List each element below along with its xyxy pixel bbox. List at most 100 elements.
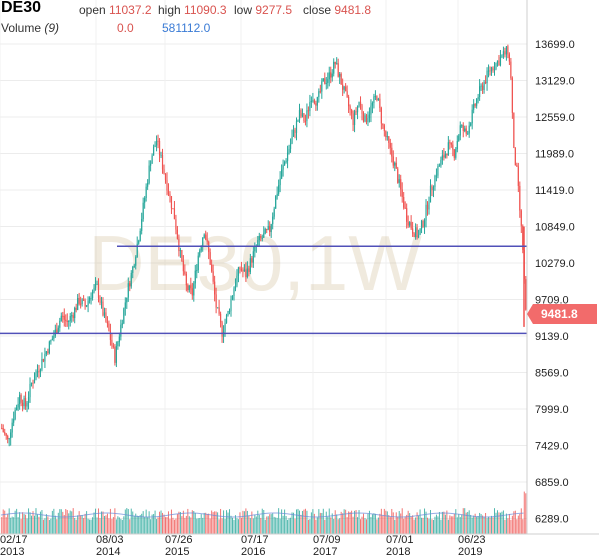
volume-bar	[383, 508, 385, 534]
volume-bar	[456, 517, 458, 534]
symbol-label: DE30	[1, 0, 42, 16]
candle-body	[112, 345, 114, 347]
volume-bar	[99, 518, 101, 534]
volume-bar	[450, 516, 452, 534]
volume-bar	[345, 509, 347, 534]
candle-body	[21, 402, 24, 407]
candle-body	[103, 312, 106, 316]
volume-bar	[7, 514, 9, 534]
volume-bar	[105, 515, 107, 534]
volume-bar	[517, 515, 519, 534]
candle-body	[163, 169, 165, 174]
candle-body	[380, 108, 382, 124]
candle-body	[403, 197, 405, 208]
candle-body	[376, 96, 378, 101]
volume-bar	[298, 510, 300, 534]
volume-bar	[357, 517, 359, 534]
volume-bar	[191, 510, 193, 534]
volume-bar	[409, 513, 411, 534]
volume-bar	[68, 513, 70, 534]
volume-bar	[362, 513, 364, 534]
volume-bar	[108, 518, 110, 534]
volume-bar	[300, 514, 302, 534]
volume-bar	[301, 510, 303, 534]
candle-body	[23, 398, 25, 407]
volume-bar	[358, 510, 360, 534]
volume-bar	[249, 518, 251, 534]
volume-bar	[63, 515, 65, 534]
candle-body	[62, 315, 64, 317]
x-tick-year: 2018	[386, 546, 410, 558]
volume-bar	[477, 516, 479, 534]
volume-bar	[95, 508, 97, 534]
volume-bar	[392, 512, 394, 534]
volume-bar	[133, 516, 135, 534]
candle-body	[164, 173, 167, 180]
candle-body	[126, 297, 128, 303]
candle-body	[179, 250, 181, 252]
candle-body	[108, 323, 110, 331]
volume-bar	[57, 512, 59, 534]
volume-bar	[429, 509, 431, 534]
volume-bar	[273, 516, 275, 534]
y-tick-label: 9139.0	[535, 331, 569, 343]
volume-bar	[328, 508, 330, 534]
volume-bar	[360, 519, 362, 534]
volume-bar	[489, 517, 491, 534]
volume-bar	[418, 515, 420, 534]
volume-bar	[355, 510, 357, 534]
candle-body	[181, 250, 183, 261]
volume-bar	[205, 512, 207, 534]
volume-bar	[294, 518, 296, 534]
candle-body	[248, 268, 250, 272]
horizontal-lines	[0, 245, 527, 335]
y-tick-label: 6289.0	[535, 514, 569, 526]
volume-bar	[348, 511, 350, 534]
volume-bar	[102, 511, 104, 534]
candle-body	[502, 51, 505, 56]
volume-bar	[486, 518, 488, 534]
volume-bar	[324, 519, 326, 534]
candle-body	[184, 271, 186, 274]
candle-body	[496, 60, 499, 63]
volume-bar	[17, 517, 19, 534]
candle-body	[388, 136, 390, 144]
candlesticks	[1, 44, 527, 447]
candle-body	[300, 110, 302, 117]
candle-body	[398, 179, 400, 183]
volume-bar	[56, 519, 58, 534]
volume-bar	[220, 508, 222, 534]
volume-bar	[272, 513, 274, 534]
candle-body	[450, 142, 452, 145]
volume-bar	[35, 508, 37, 534]
candle-body	[465, 128, 467, 134]
candle-body	[385, 131, 387, 137]
candle-body	[345, 86, 347, 92]
volume-bar	[441, 511, 443, 534]
volume-bar	[14, 510, 16, 534]
volume-bar	[2, 509, 4, 534]
volume-bar	[22, 512, 24, 534]
volume-bar	[47, 516, 49, 534]
volume-bar	[74, 517, 76, 534]
candle-body	[127, 283, 129, 298]
volume-bar	[494, 508, 496, 534]
volume-bar	[513, 511, 515, 534]
candle-body	[106, 321, 109, 324]
candle-body	[394, 162, 396, 166]
volume-bar	[237, 519, 239, 534]
candle-body	[321, 81, 323, 92]
candle-body	[315, 103, 317, 106]
volume-bar	[184, 517, 186, 534]
volume-bar	[266, 516, 268, 534]
y-axis: 13699.0 13129.0 12559.0 11989.0 11419.0 10849…	[0, 0, 599, 535]
candle-body	[334, 61, 336, 65]
candle-body	[481, 85, 484, 90]
candle-body	[459, 125, 461, 136]
volume-bar	[106, 513, 108, 534]
candle-body	[275, 196, 277, 209]
candle-body	[461, 125, 463, 127]
volume-bar	[306, 510, 308, 534]
volume-bar	[172, 517, 174, 534]
